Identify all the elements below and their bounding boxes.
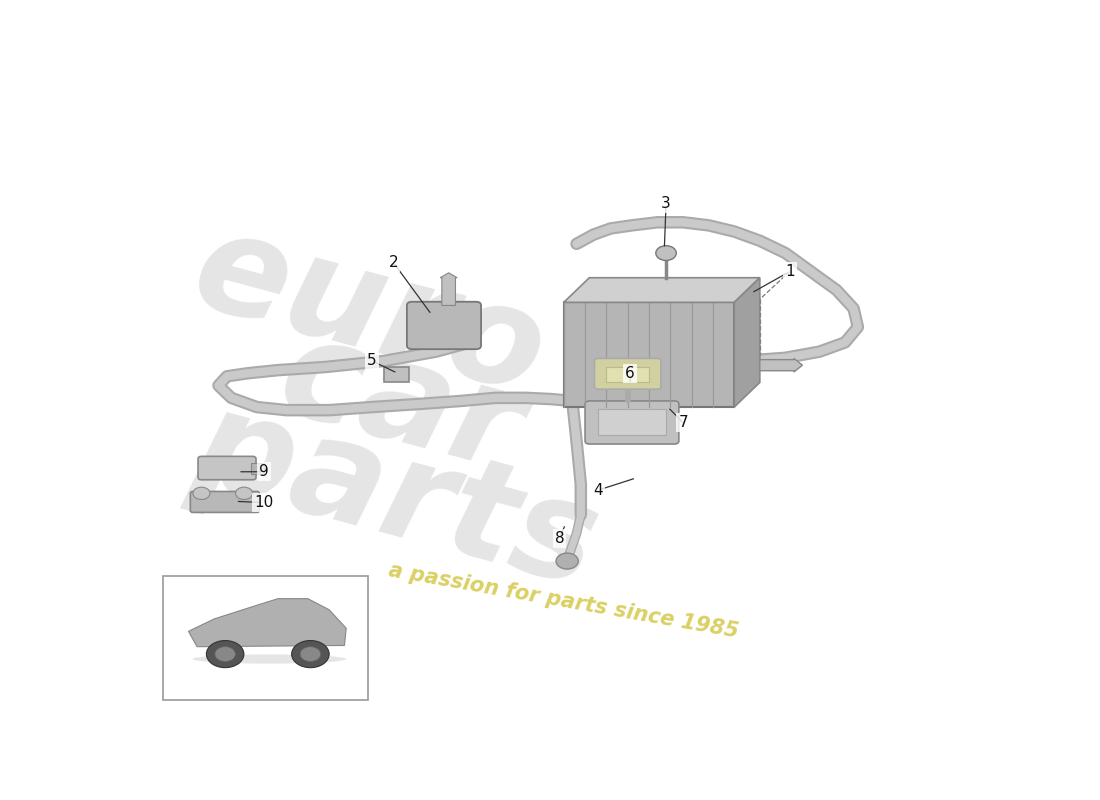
Text: 8: 8 xyxy=(554,530,564,546)
Bar xyxy=(606,367,649,382)
Circle shape xyxy=(292,641,329,668)
Circle shape xyxy=(235,487,253,499)
FancyArrow shape xyxy=(760,358,803,372)
Bar xyxy=(251,462,264,474)
Circle shape xyxy=(656,246,676,261)
Text: 3: 3 xyxy=(661,196,671,211)
Circle shape xyxy=(192,487,210,499)
Text: car: car xyxy=(265,307,537,501)
Bar xyxy=(163,577,367,700)
Polygon shape xyxy=(563,278,760,302)
FancyBboxPatch shape xyxy=(585,401,679,444)
Bar xyxy=(384,367,409,382)
Text: euro: euro xyxy=(180,200,560,423)
Text: 5: 5 xyxy=(367,354,376,368)
Text: parts: parts xyxy=(180,378,612,614)
Text: 7: 7 xyxy=(679,415,688,430)
FancyArrow shape xyxy=(440,273,458,306)
Text: 6: 6 xyxy=(626,366,635,381)
FancyBboxPatch shape xyxy=(198,456,256,480)
FancyBboxPatch shape xyxy=(594,358,661,390)
FancyBboxPatch shape xyxy=(407,302,481,349)
Circle shape xyxy=(207,641,244,668)
Circle shape xyxy=(557,553,579,569)
Circle shape xyxy=(214,646,235,662)
Polygon shape xyxy=(188,598,346,646)
Bar xyxy=(597,409,666,435)
Text: 1: 1 xyxy=(785,264,794,279)
Bar xyxy=(563,302,735,407)
FancyBboxPatch shape xyxy=(190,491,260,513)
Text: 2: 2 xyxy=(388,255,398,270)
Circle shape xyxy=(300,646,320,662)
Text: a passion for parts since 1985: a passion for parts since 1985 xyxy=(387,561,740,642)
Text: 4: 4 xyxy=(593,482,603,498)
Polygon shape xyxy=(735,278,760,407)
Text: 10: 10 xyxy=(254,495,273,510)
Ellipse shape xyxy=(192,654,346,664)
Text: 9: 9 xyxy=(258,464,268,479)
